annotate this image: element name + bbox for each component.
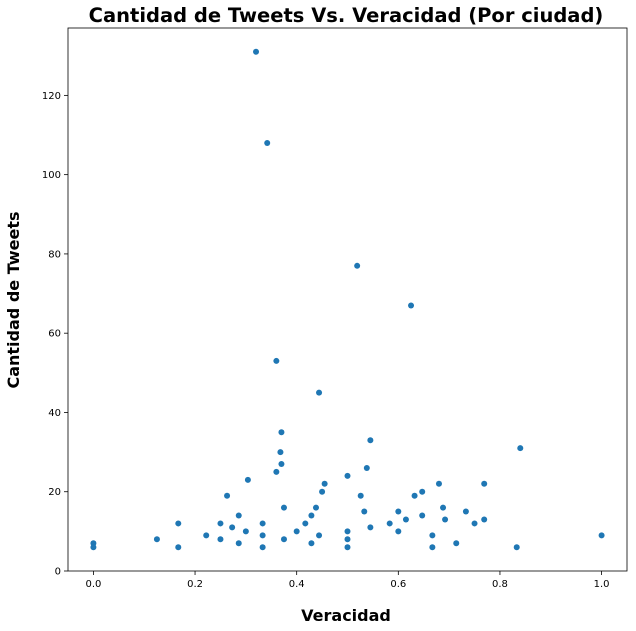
y-tick-label: 100 (42, 170, 61, 181)
data-point (229, 524, 236, 531)
data-point (217, 520, 224, 527)
data-point (598, 532, 605, 539)
data-point (344, 536, 351, 543)
data-point (481, 516, 488, 523)
data-point (440, 504, 447, 511)
x-tick-label: 0.6 (390, 579, 406, 590)
data-point (264, 139, 271, 146)
x-tick-label: 1.0 (594, 579, 610, 590)
data-point (344, 472, 351, 479)
data-point (357, 492, 364, 499)
y-axis-ticks: 0 20 40 60 80 100 120 (42, 91, 68, 578)
data-point (361, 508, 368, 515)
y-tick-label: 20 (48, 487, 61, 498)
data-point (280, 536, 287, 543)
data-points (90, 48, 605, 551)
chart-title: Cantidad de Tweets Vs. Veracidad (Por ci… (89, 4, 604, 27)
data-point (278, 460, 285, 467)
data-point (302, 520, 309, 527)
x-tick-label: 0.0 (85, 579, 101, 590)
x-axis-label: Veracidad (301, 606, 391, 625)
data-point (363, 464, 370, 471)
data-point (481, 480, 488, 487)
data-point (316, 389, 323, 396)
data-point (235, 540, 242, 547)
data-point (259, 532, 266, 539)
data-point (442, 516, 449, 523)
data-point (453, 540, 460, 547)
y-tick-label: 120 (42, 91, 61, 102)
data-point (367, 524, 374, 531)
data-point (235, 512, 242, 519)
data-point (321, 480, 328, 487)
data-point (429, 532, 436, 539)
x-tick-label: 0.8 (492, 579, 508, 590)
data-point (153, 536, 160, 543)
data-point (513, 544, 520, 551)
data-point (308, 512, 315, 519)
data-point (278, 429, 285, 436)
data-point (277, 449, 284, 456)
y-axis-label: Cantidad de Tweets (4, 211, 23, 388)
data-point (224, 492, 231, 499)
y-tick-label: 0 (55, 567, 61, 578)
data-point (429, 544, 436, 551)
data-point (408, 302, 415, 309)
data-point (344, 528, 351, 535)
data-point (259, 520, 266, 527)
data-point (354, 262, 361, 269)
y-tick-label: 40 (48, 408, 61, 419)
data-point (462, 508, 469, 515)
data-point (419, 512, 426, 519)
data-point (312, 504, 319, 511)
data-point (395, 528, 402, 535)
data-point (411, 492, 418, 499)
data-point (244, 476, 251, 483)
data-point (253, 48, 260, 55)
data-point (273, 357, 280, 364)
data-point (293, 528, 300, 535)
data-point (419, 488, 426, 495)
data-point (175, 520, 182, 527)
data-point (319, 488, 326, 495)
data-point (175, 544, 182, 551)
data-point (90, 544, 97, 551)
data-point (242, 528, 249, 535)
y-tick-label: 60 (48, 329, 61, 340)
data-point (367, 437, 374, 444)
plot-frame (67, 27, 628, 572)
x-tick-label: 0.4 (289, 579, 305, 590)
x-tick-label: 0.2 (187, 579, 203, 590)
data-point (386, 520, 393, 527)
data-point (435, 480, 442, 487)
data-point (308, 540, 315, 547)
data-point (280, 504, 287, 511)
data-point (259, 544, 266, 551)
data-point (273, 468, 280, 475)
data-point (203, 532, 210, 539)
data-point (471, 520, 478, 527)
data-point (344, 544, 351, 551)
data-point (395, 508, 402, 515)
y-tick-label: 80 (48, 249, 61, 260)
x-axis-ticks: 0.0 0.2 0.4 0.6 0.8 1.0 (85, 571, 610, 590)
data-point (402, 516, 409, 523)
data-point (316, 532, 323, 539)
data-point (217, 536, 224, 543)
data-point (517, 445, 524, 452)
